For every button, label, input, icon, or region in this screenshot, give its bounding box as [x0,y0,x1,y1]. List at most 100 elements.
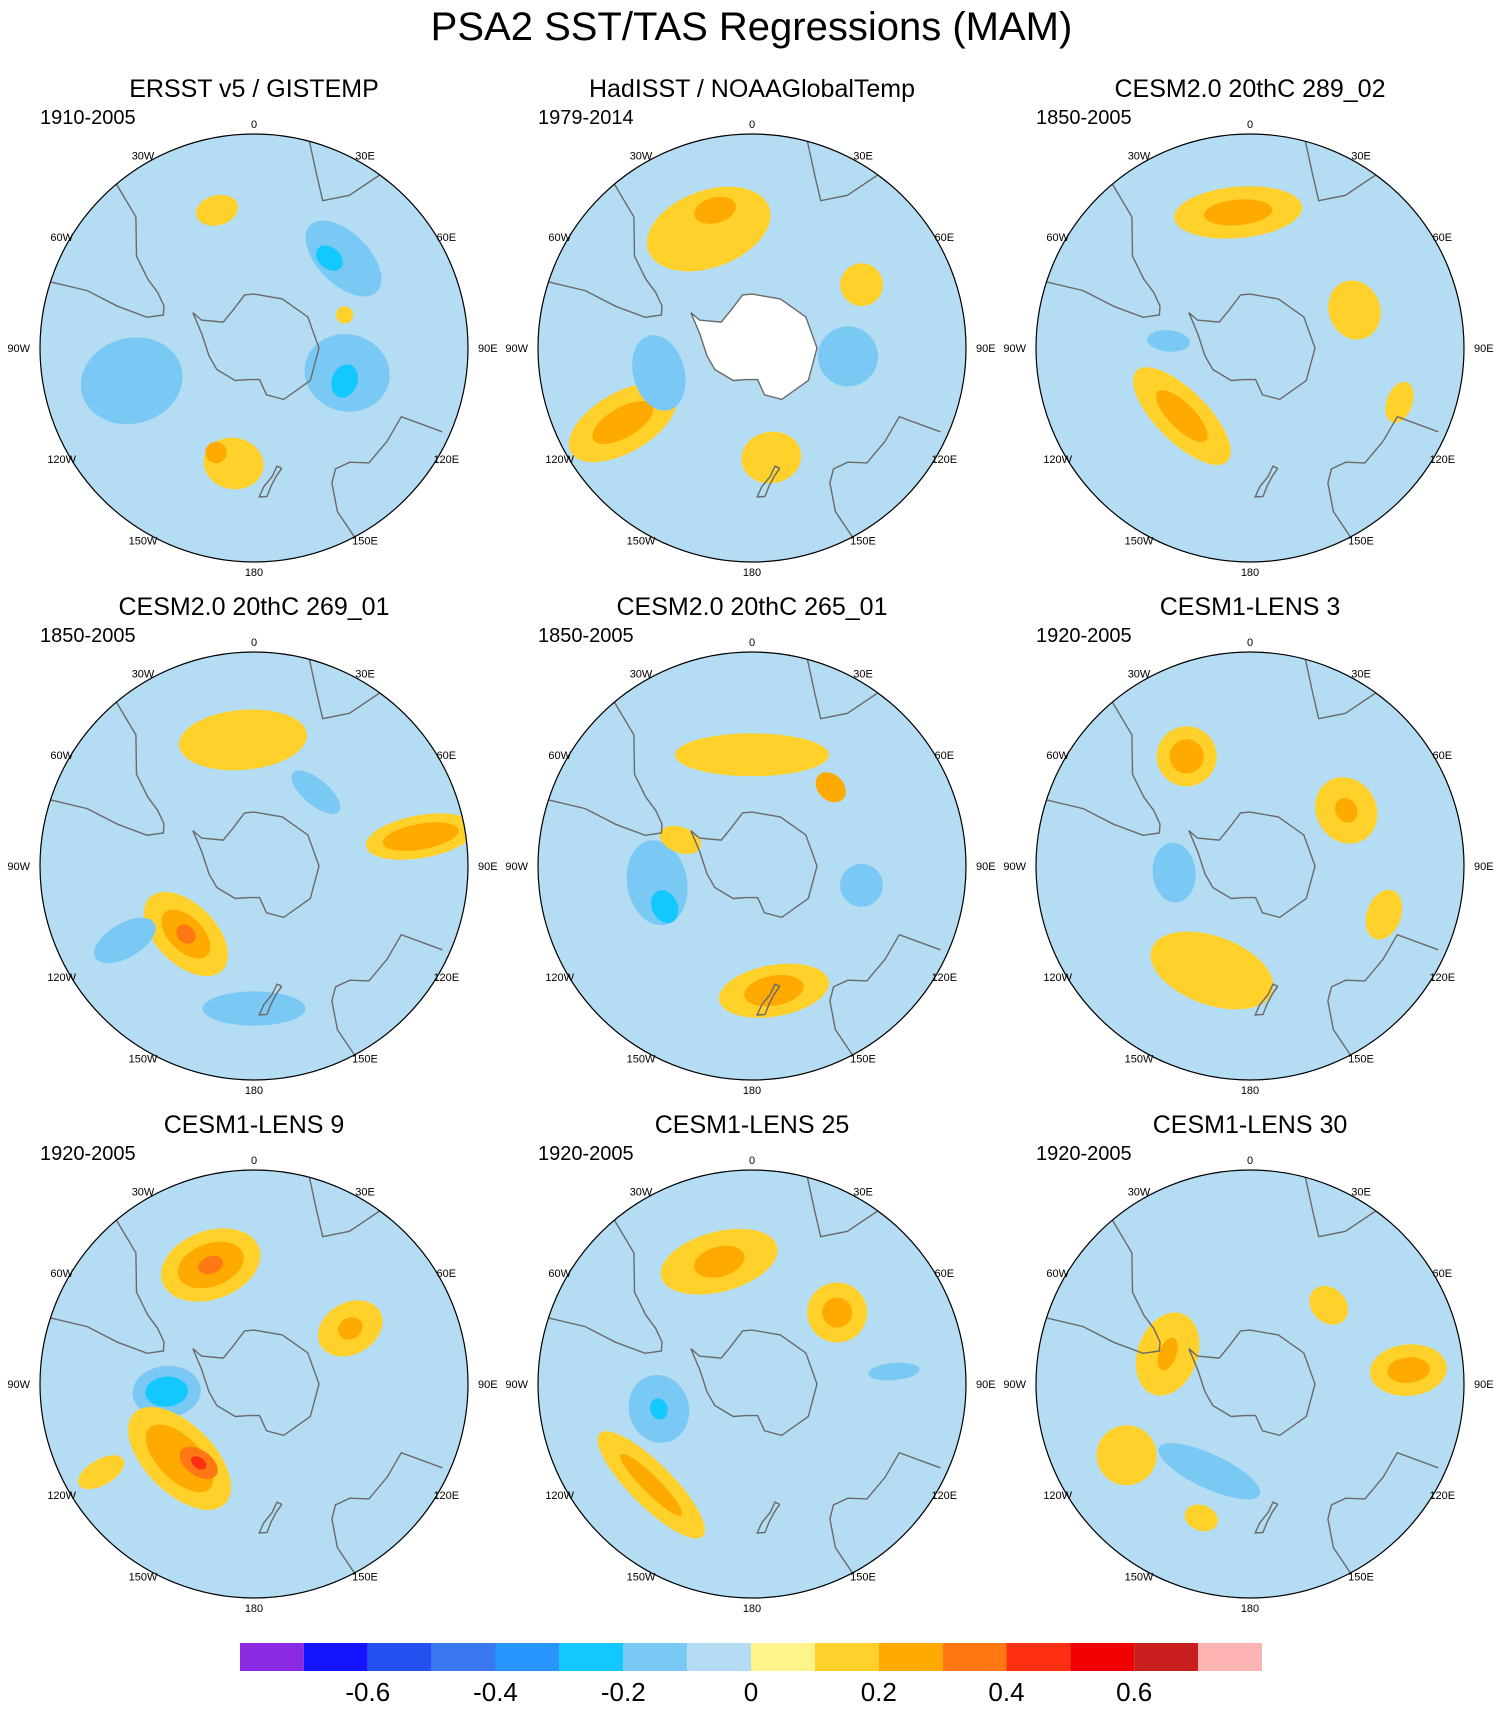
panel-title: ERSST v5 / GISTEMP [129,75,379,103]
longitude-label: 60E [437,750,457,762]
panel-period: 1979-2014 [538,107,634,129]
map-panel: 0 30E 60E 90E 120E 150E 180 150W 120W 90W 60W 30W CE… [1003,593,1493,1097]
antarctica-coastline [690,1329,818,1437]
ocean-background [1036,134,1464,562]
longitude-label: 150W [627,535,656,547]
longitude-label: 150W [1125,1053,1154,1065]
coastline [50,1219,165,1355]
longitude-label: 30W [132,669,155,681]
map-boundary [39,651,469,1081]
anomaly-region [620,1453,683,1516]
longitude-label: 150E [1348,1053,1374,1065]
coastline [548,701,663,837]
panel-period: 1920-2005 [40,1143,136,1165]
panel-title: HadISST / NOAAGlobalTemp [589,75,915,103]
coastline [829,933,941,1056]
longitude-label: 120W [545,972,574,984]
panel-period: 1850-2005 [40,625,136,647]
longitude-label: 60E [437,1268,457,1280]
longitude-label: 90W [505,861,528,873]
longitude-label: 30W [630,151,653,163]
anomaly-region [659,825,701,854]
ocean-background [1036,1170,1464,1598]
longitude-label: 30W [132,151,155,163]
longitude-label: 60W [1046,232,1069,244]
anomaly-region [291,770,341,814]
ocean-background [40,1170,468,1598]
longitude-label: 90E [478,861,498,873]
longitude-label: 120E [931,1490,957,1502]
longitude-label: 60E [935,232,955,244]
colorbar-tick-label: 0.4 [988,1677,1024,1705]
colorbar-swatch [495,1643,560,1671]
colorbar-swatch [367,1643,432,1671]
longitude-label: 30E [355,669,375,681]
longitude-label: 60W [50,1268,73,1280]
panel-title: CESM1-LENS 3 [1160,593,1341,621]
longitude-label: 60E [935,1268,955,1280]
colorbar-swatch [878,1643,943,1671]
longitude-label: 150E [352,1571,378,1583]
coastline [1046,183,1161,319]
panel-title: CESM2.0 20thC 289_02 [1114,75,1385,103]
coastline [1046,701,1161,837]
anomaly-region [316,245,343,271]
map-panel: 0 30E 60E 90E 120E 150E 180 150W 120W 90W 60W 30W CE… [505,593,995,1097]
map-boundary [1035,651,1465,1081]
colorbar-tick-label: -0.6 [345,1677,390,1705]
longitude-label: 30W [630,1187,653,1199]
longitude-label: 30W [1128,151,1151,163]
longitude-label: 120E [931,972,957,984]
longitude-label: 90E [1474,343,1494,355]
anomaly-region [675,733,829,777]
anomaly-region [178,709,308,771]
ocean-field [40,134,468,562]
anomaly-region [191,1456,207,1470]
anomaly-region [1152,842,1196,903]
anomaly-region [336,306,354,324]
colorbar-swatch [751,1643,815,1671]
panel-title: CESM1-LENS 25 [655,1111,850,1139]
longitude-label: 180 [1241,1603,1259,1615]
map-boundary [537,133,967,563]
anomaly-region [592,401,654,444]
longitude-label: 0 [749,1155,755,1167]
coastline [1046,1219,1161,1355]
longitude-label: 120E [1429,972,1455,984]
longitude-label: 120E [931,454,957,466]
colorbar: -0.6 -0.4 -0.2 0 0.2 0.4 0.6 [240,1643,1262,1705]
anomaly-region [80,337,183,425]
anomaly-region [205,441,227,464]
anomaly-region [744,975,804,1007]
antarctica-coastline [1188,293,1316,401]
panel-period: 1920-2005 [538,1143,634,1165]
longitude-label: 0 [1247,637,1253,649]
panel-period: 1920-2005 [1036,1143,1132,1165]
colorbar-swatch [1198,1643,1262,1671]
longitude-label: 90E [976,1379,996,1391]
ocean-field [538,1170,966,1598]
anomaly-region [331,364,358,398]
longitude-label: 180 [245,567,263,579]
anomaly-region [1158,1443,1261,1500]
anomaly-region [94,917,156,964]
longitude-label: 30E [853,151,873,163]
antarctica-coastline [192,811,320,919]
longitude-label: 60W [1046,1268,1069,1280]
longitude-label: 150W [129,1053,158,1065]
colorbar-swatch [1070,1643,1135,1671]
longitude-label: 150E [850,535,876,547]
map-boundary [537,1169,967,1599]
colorbar-swatch [431,1643,496,1671]
colorbar-swatch [814,1643,879,1671]
anomaly-region [694,196,737,224]
ocean-field [40,652,468,1080]
anomaly-region [176,924,196,944]
colorbar-swatch [623,1643,688,1671]
anomaly-region [632,335,686,411]
longitude-label: 30E [1351,151,1371,163]
longitude-label: 180 [1241,567,1259,579]
longitude-label: 0 [251,119,257,131]
anomaly-region [818,326,879,387]
anomaly-region [1096,1425,1157,1486]
